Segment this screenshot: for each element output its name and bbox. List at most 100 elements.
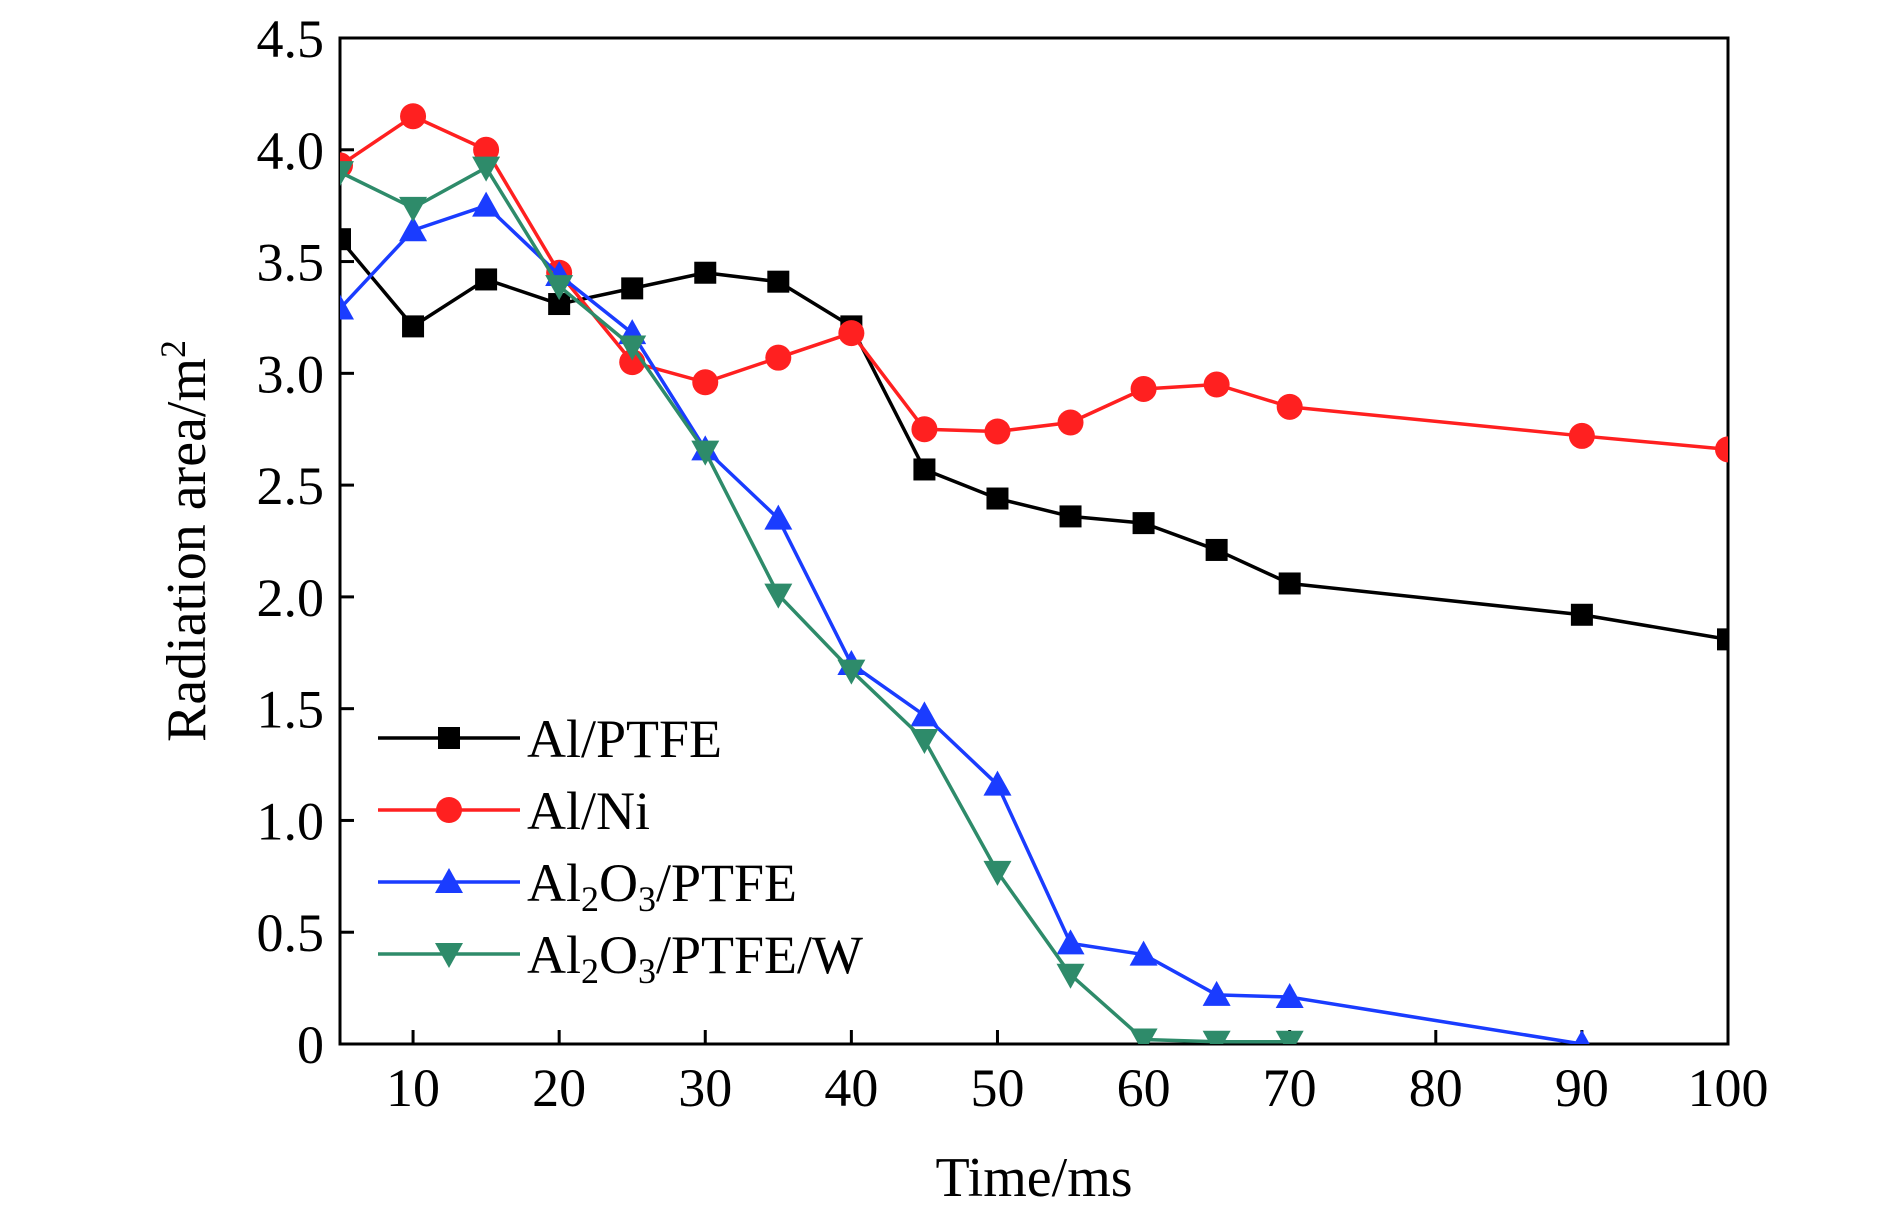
data-point-circle	[1568, 422, 1595, 449]
data-point-triangle-up	[983, 770, 1012, 796]
data-point-square	[438, 727, 460, 749]
legend-item: Al/Ni	[378, 781, 650, 841]
data-point-triangle-up	[340, 294, 354, 320]
data-point-square	[1132, 512, 1155, 535]
data-point-circle	[1130, 375, 1157, 402]
legend-label-text: O	[599, 853, 638, 913]
legend-label-text: /PTFE/W	[656, 925, 863, 985]
data-point-circle	[400, 103, 427, 130]
data-point-circle	[984, 418, 1011, 445]
legend-label-subscript: 2	[581, 951, 599, 991]
y-tick-label: 3.0	[257, 344, 325, 404]
y-tick-label: 0	[297, 1015, 324, 1075]
x-tick-label: 30	[678, 1058, 732, 1118]
series-line	[340, 114, 1728, 452]
x-tick-label: 40	[824, 1058, 878, 1118]
legend-label: Al/PTFE	[527, 709, 722, 769]
data-point-square	[986, 487, 1009, 510]
data-point-triangle-up	[1129, 940, 1158, 966]
data-point-circle	[692, 369, 719, 396]
y-tick-label: 4.5	[257, 9, 325, 69]
data-point-square	[1205, 538, 1228, 561]
plot-frame	[338, 36, 1730, 1046]
series-line	[340, 238, 1728, 642]
legend-label-text: Al/PTFE	[527, 709, 722, 769]
data-point-circle	[765, 344, 792, 371]
data-point-circle	[1203, 371, 1230, 398]
x-tick-label: 10	[386, 1058, 440, 1118]
data-point-circle	[436, 797, 462, 823]
series-al2o3-ptfe	[340, 191, 1590, 1044]
legend-label-text: Al	[527, 853, 581, 913]
legend-label-text: Al	[527, 925, 581, 985]
data-point-triangle-down	[983, 860, 1012, 886]
legend-label-subscript: 2	[581, 879, 599, 919]
data-point-square	[475, 268, 498, 291]
y-axis-label: Radiation area/m2	[153, 340, 218, 742]
data-point-triangle-up	[472, 191, 501, 217]
data-point-triangle-up	[399, 216, 428, 242]
data-point-square	[1717, 628, 1728, 651]
y-axis-label-text: Radiation area/m	[156, 358, 218, 742]
series-al-ptfe	[340, 228, 1728, 651]
data-point-triangle-down	[1056, 963, 1085, 989]
data-point-circle	[911, 416, 938, 443]
data-point-triangle-down	[1202, 1030, 1231, 1044]
legend-item: Al2O3/PTFE/W	[378, 925, 863, 991]
data-point-triangle-up	[435, 868, 463, 893]
legend-label-text: /PTFE	[656, 853, 797, 913]
data-point-triangle-down	[1275, 1030, 1304, 1044]
y-tick-label: 0.5	[257, 903, 325, 963]
data-point-circle	[473, 136, 500, 163]
y-tick-label: 4.0	[257, 121, 325, 181]
data-point-square	[1278, 572, 1301, 595]
legend-label-subscript: 3	[638, 951, 656, 991]
data-point-triangle-down	[545, 275, 574, 301]
data-point-triangle-down	[472, 156, 501, 182]
y-tick-label: 2.5	[257, 456, 325, 516]
data-point-square	[1570, 603, 1593, 626]
series-al2o3-ptfe-w	[340, 156, 1304, 1044]
data-point-triangle-down	[691, 440, 720, 466]
x-tick-label: 90	[1555, 1058, 1609, 1118]
data-point-square	[340, 228, 351, 251]
data-point-triangle-down	[399, 196, 428, 222]
series-layer	[340, 103, 1728, 1044]
data-point-triangle-up	[1275, 983, 1304, 1009]
x-tick-label: 100	[1688, 1058, 1769, 1118]
data-point-square	[548, 293, 571, 316]
legend-label: Al/Ni	[527, 781, 650, 841]
legend-label-text: O	[599, 925, 638, 985]
data-point-triangle-down	[340, 161, 354, 187]
legend-label-subscript: 3	[638, 879, 656, 919]
legend-label-text: Al/Ni	[527, 781, 650, 841]
data-point-triangle-up	[1202, 980, 1231, 1006]
data-point-square	[767, 270, 790, 293]
data-point-triangle-down	[910, 728, 939, 754]
data-point-triangle-up	[764, 504, 793, 530]
legend-item: Al/PTFE	[378, 709, 722, 769]
data-point-circle	[838, 320, 865, 347]
y-tick-label: 3.5	[257, 233, 325, 293]
data-point-triangle-down	[435, 943, 463, 968]
data-point-triangle-up	[1574, 1030, 1590, 1044]
legend-item: Al2O3/PTFE	[378, 853, 797, 919]
axes-layer: 10 20 30 40 50 60 70 80 90 100 0 0.5 1.0 1.5 2.0 2.5 3.0…	[257, 9, 1769, 1118]
data-point-triangle-down	[764, 583, 793, 609]
data-point-triangle-down	[1129, 1028, 1158, 1044]
x-tick-label: 60	[1117, 1058, 1171, 1118]
data-point-square	[402, 315, 425, 338]
y-tick-label: 2.0	[257, 568, 325, 628]
series-line	[340, 203, 1583, 1044]
x-axis-label: Time/ms	[935, 1147, 1132, 1208]
y-tick-label: 1.5	[257, 680, 325, 740]
x-tick-label: 20	[532, 1058, 586, 1118]
x-tick-label: 80	[1409, 1058, 1463, 1118]
x-tick-label: 70	[1263, 1058, 1317, 1118]
data-point-circle	[1715, 436, 1728, 463]
legend-label: Al2O3/PTFE	[527, 853, 797, 919]
series-al-ni	[340, 103, 1728, 463]
